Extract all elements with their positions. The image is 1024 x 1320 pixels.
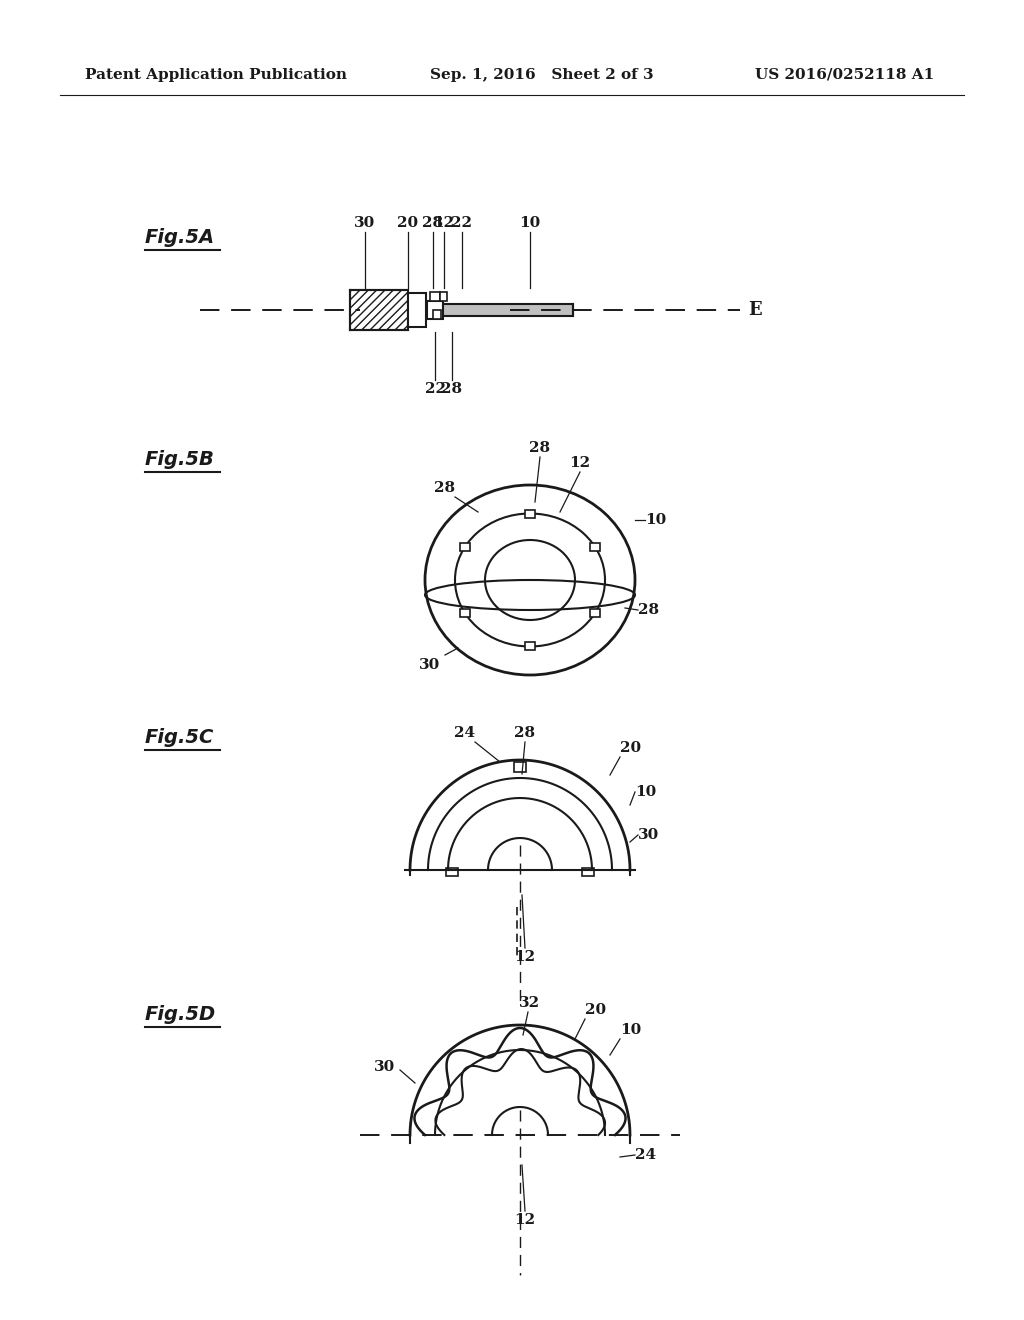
Text: 30: 30 <box>420 657 440 672</box>
Text: 22: 22 <box>452 216 472 230</box>
Bar <box>440 292 447 301</box>
Text: 20: 20 <box>585 1003 606 1016</box>
Text: Fig.5A: Fig.5A <box>145 228 215 247</box>
Bar <box>514 762 526 772</box>
Text: 30: 30 <box>374 1060 395 1074</box>
Text: 28: 28 <box>638 603 659 616</box>
Bar <box>427 301 443 319</box>
Text: 24: 24 <box>455 726 475 741</box>
FancyBboxPatch shape <box>525 642 535 649</box>
Text: Fig.5D: Fig.5D <box>145 1005 216 1024</box>
Text: 28: 28 <box>434 480 456 495</box>
Text: 30: 30 <box>638 828 659 842</box>
FancyBboxPatch shape <box>525 510 535 517</box>
Bar <box>430 292 440 301</box>
Bar <box>582 869 594 876</box>
Text: 12: 12 <box>514 950 536 964</box>
Text: Fig.5C: Fig.5C <box>145 729 214 747</box>
Text: E: E <box>748 301 762 319</box>
Text: 28: 28 <box>529 441 551 455</box>
Text: 12: 12 <box>433 216 455 230</box>
FancyBboxPatch shape <box>460 543 470 550</box>
Text: 30: 30 <box>354 216 376 230</box>
Text: 10: 10 <box>620 1023 641 1038</box>
Text: 24: 24 <box>635 1148 656 1162</box>
Text: 28: 28 <box>514 726 536 741</box>
Text: 32: 32 <box>519 997 541 1010</box>
FancyBboxPatch shape <box>590 609 600 616</box>
FancyBboxPatch shape <box>590 543 600 550</box>
Text: 28: 28 <box>423 216 443 230</box>
FancyBboxPatch shape <box>460 609 470 616</box>
Text: 10: 10 <box>645 513 667 527</box>
Text: Fig.5B: Fig.5B <box>145 450 215 469</box>
Text: Sep. 1, 2016   Sheet 2 of 3: Sep. 1, 2016 Sheet 2 of 3 <box>430 69 653 82</box>
Text: Patent Application Publication: Patent Application Publication <box>85 69 347 82</box>
Bar <box>433 310 441 319</box>
Bar <box>443 304 573 315</box>
Bar <box>446 869 458 876</box>
Text: 22: 22 <box>425 381 445 396</box>
Bar <box>350 290 408 330</box>
Bar <box>408 293 426 327</box>
Text: 10: 10 <box>519 216 541 230</box>
Text: 20: 20 <box>620 741 641 755</box>
Text: 12: 12 <box>514 1213 536 1228</box>
Text: 12: 12 <box>569 455 591 470</box>
Text: 28: 28 <box>441 381 463 396</box>
Text: US 2016/0252118 A1: US 2016/0252118 A1 <box>755 69 934 82</box>
Text: 10: 10 <box>635 785 656 799</box>
Text: 20: 20 <box>397 216 419 230</box>
